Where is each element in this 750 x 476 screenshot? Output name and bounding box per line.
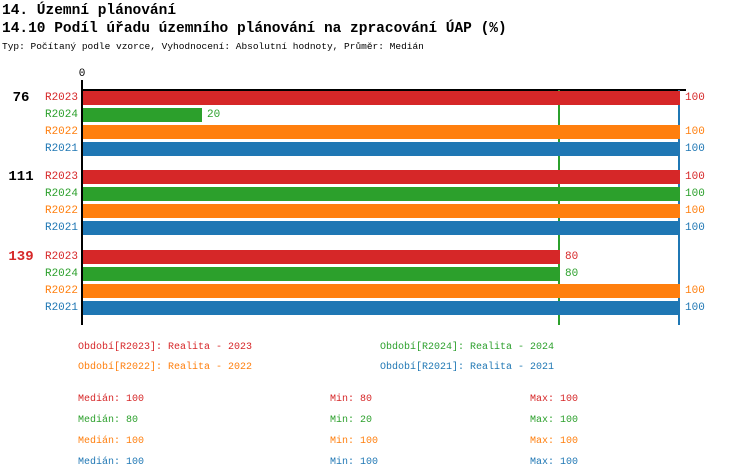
stat-min-R2024: Min: 20 [330,415,373,426]
bar-row-label-R2021: R2021 [44,302,78,314]
group-value-label: 76 [12,90,30,106]
x-axis-top-line [81,89,686,91]
x-axis-tick [81,80,83,89]
bar-R2022 [83,125,680,139]
legend-item-R2024: Období[R2024]: Realita - 2024 [380,342,555,353]
stat-max-R2022: Max: 100 [530,436,579,447]
bar-value-label: 20 [207,109,221,121]
bar-R2023 [83,91,680,105]
bar-value-label: 80 [565,268,579,280]
bar-row-label-R2024: R2024 [44,188,78,200]
y-axis-line [81,88,83,325]
bar-R2024 [83,267,560,281]
stat-min-R2022: Min: 100 [330,436,379,447]
stat-median-R2023: Medián: 100 [78,394,145,405]
bar-row-label-R2023: R2023 [44,171,78,183]
bar-R2022 [83,204,680,218]
bar-row-label-R2022: R2022 [44,205,78,217]
report-title: 14. Územní plánování [2,3,177,19]
group-value-label: 111 [8,169,34,185]
stat-max-R2024: Max: 100 [530,415,579,426]
legend-item-R2021: Období[R2021]: Realita - 2021 [380,362,555,373]
stat-max-R2021: Max: 100 [530,457,579,468]
bar-R2024 [83,187,680,201]
stat-min-R2021: Min: 100 [330,457,379,468]
bar-R2021 [83,301,680,315]
bar-value-label: 100 [685,222,705,234]
bar-value-label: 100 [685,302,705,314]
indicator-title: 14.10 Podíl úřadu územního plánování na … [2,21,507,37]
bar-R2022 [83,284,680,298]
bar-R2024 [83,108,202,122]
bar-value-label: 100 [685,171,705,183]
grouped-bar-chart: 0 76 R2023 100 R2024 20 R2022 100 R2021 100 111 R20… [8,68,705,325]
bar-row-label-R2024: R2024 [44,109,78,121]
bar-R2023 [83,250,560,264]
bar-value-label: 100 [685,285,705,297]
group-value-label: 139 [8,249,34,265]
bar-value-label: 100 [685,205,705,217]
bar-R2021 [83,221,680,235]
x-axis-tick-label: 0 [78,68,86,80]
bar-row-label-R2024: R2024 [44,268,78,280]
stat-median-R2021: Medián: 100 [78,457,145,468]
bar-R2021 [83,142,680,156]
bar-row-label-R2022: R2022 [44,285,78,297]
bar-value-label: 100 [685,126,705,138]
stat-median-R2024: Medián: 80 [78,415,139,426]
stat-max-R2023: Max: 100 [530,394,579,405]
bar-row-label-R2023: R2023 [44,92,78,104]
stat-median-R2022: Medián: 100 [78,436,145,447]
bar-value-label: 80 [565,251,579,263]
bar-row-label-R2022: R2022 [44,126,78,138]
bar-value-label: 100 [685,92,705,104]
bar-row-label-R2021: R2021 [44,222,78,234]
bar-value-label: 100 [685,188,705,200]
chart-meta-line: Typ: Počítaný podle vzorce, Vyhodnocení:… [2,41,424,52]
stat-min-R2023: Min: 80 [330,394,373,405]
legend-item-R2022: Období[R2022]: Realita - 2022 [78,362,253,373]
bar-row-label-R2021: R2021 [44,143,78,155]
bar-value-label: 100 [685,143,705,155]
bar-R2023 [83,170,680,184]
legend-item-R2023: Období[R2023]: Realita - 2023 [78,342,253,353]
bar-row-label-R2023: R2023 [44,251,78,263]
